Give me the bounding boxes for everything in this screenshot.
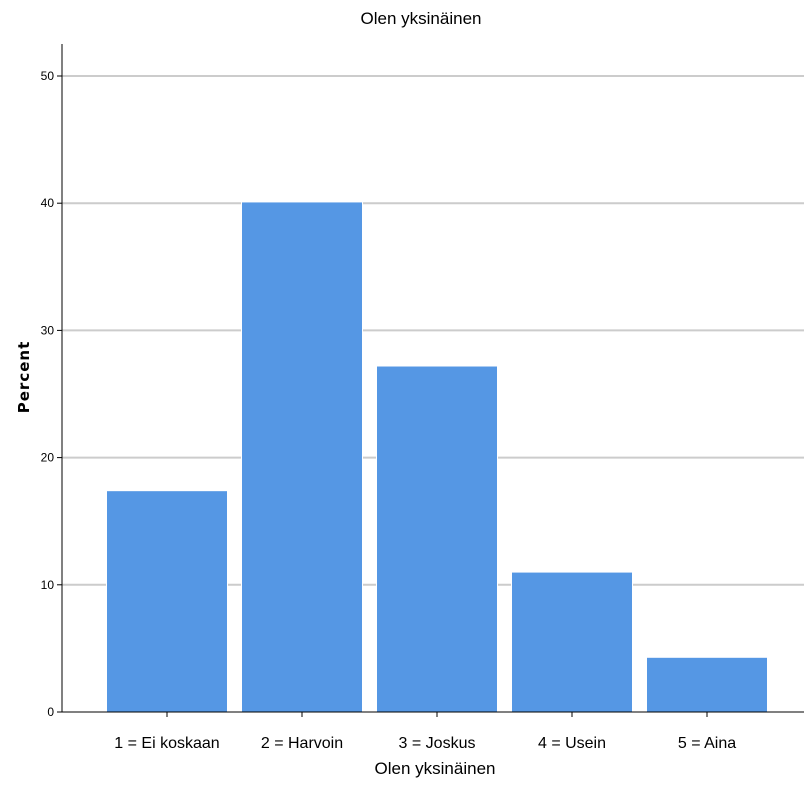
x-tick-label: 5 = Aina <box>678 735 736 752</box>
bar-2 <box>241 201 363 713</box>
y-tick-label: 50 <box>41 69 55 83</box>
grid-lines <box>62 75 804 586</box>
x-tick-label: 1 = Ei koskaan <box>114 735 219 752</box>
y-tick-label: 30 <box>41 323 55 337</box>
y-tick-label: 20 <box>41 451 55 465</box>
chart-title: Olen yksinäinen <box>361 9 482 28</box>
x-tick-label: 3 = Joskus <box>399 735 476 752</box>
x-axis-label: Olen yksinäinen <box>375 759 496 778</box>
y-axis-label: Percent <box>15 341 33 413</box>
x-tick-label: 2 = Harvoin <box>261 735 343 752</box>
bar-3 <box>376 365 498 713</box>
bar-4 <box>511 571 633 713</box>
bar-1 <box>106 490 228 713</box>
bars <box>106 201 768 713</box>
x-axis-ticks: 1 = Ei koskaan 2 = Harvoin 3 = Joskus 4 = U… <box>114 712 736 752</box>
y-tick-label: 0 <box>47 705 54 719</box>
x-tick-label: 4 = Usein <box>538 735 606 752</box>
y-tick-label: 40 <box>41 196 55 210</box>
y-axis-ticks: 0 10 20 30 40 50 <box>41 69 62 719</box>
y-tick-label: 10 <box>41 578 55 592</box>
bar-5 <box>646 656 768 713</box>
